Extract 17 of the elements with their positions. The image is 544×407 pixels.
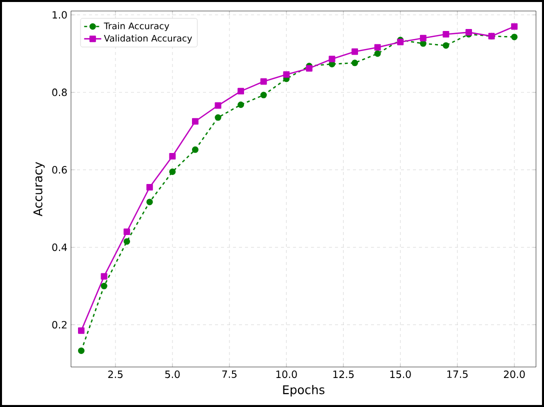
y-tick-label: 0.6 — [52, 166, 67, 174]
x-tick-label: 7.5 — [222, 370, 236, 378]
y-tick-label: 0.2 — [52, 320, 66, 329]
y-tick-label: 1.0 — [52, 11, 67, 19]
x-tick-label: 15.0 — [390, 370, 411, 378]
x-tick-label: 5.0 — [165, 370, 180, 378]
x-tick-label: 2.5 — [108, 370, 123, 378]
x-tick-label: 17.5 — [447, 370, 468, 378]
legend-label: Validation Accuracy — [104, 34, 192, 44]
x-tick-label: 20.0 — [504, 370, 525, 378]
x-tick-label: 10.0 — [276, 370, 297, 378]
y-axis-title: Accuracy — [33, 162, 45, 216]
x-tick-label: 12.5 — [333, 370, 354, 378]
legend-label: Train Accuracy — [104, 22, 170, 32]
y-tick-label: 0.4 — [52, 243, 67, 252]
y-tick-label: 0.8 — [52, 88, 67, 96]
x-axis-title: Epochs — [283, 384, 324, 397]
